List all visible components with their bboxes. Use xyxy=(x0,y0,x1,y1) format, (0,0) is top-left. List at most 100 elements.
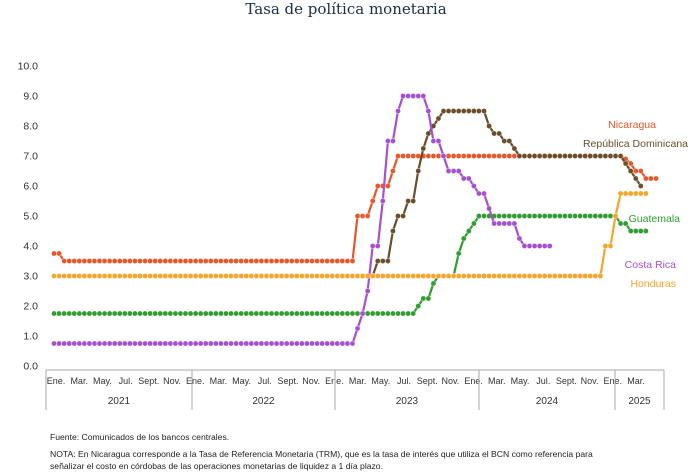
data-point xyxy=(415,93,422,99)
data-point xyxy=(304,340,310,347)
data-point xyxy=(96,273,103,279)
data-point xyxy=(81,258,88,264)
data-point xyxy=(415,273,422,279)
data-point xyxy=(541,213,548,219)
data-point xyxy=(56,340,62,347)
data-point xyxy=(471,273,477,279)
data-point xyxy=(228,340,234,347)
x-tick-label: Sept. xyxy=(556,376,577,386)
year-label: 2024 xyxy=(536,396,559,407)
x-tick-label: Ene. xyxy=(325,376,344,386)
data-point xyxy=(263,340,270,347)
data-point xyxy=(96,258,103,264)
data-point xyxy=(238,258,244,264)
data-point xyxy=(405,93,411,99)
x-tick-label: Jul. xyxy=(397,376,411,386)
data-point xyxy=(592,273,599,279)
data-point xyxy=(278,310,285,317)
data-point xyxy=(577,213,583,219)
data-point xyxy=(182,273,189,279)
data-point xyxy=(506,273,513,279)
data-point xyxy=(283,340,290,347)
data-point xyxy=(208,273,214,279)
data-point xyxy=(415,153,422,159)
data-point xyxy=(208,340,214,347)
data-point xyxy=(552,153,558,159)
data-point xyxy=(233,340,239,347)
data-point xyxy=(445,273,452,279)
data-point xyxy=(319,310,325,317)
x-tick-label: Nov. xyxy=(441,376,459,386)
series-nicaragua xyxy=(51,153,659,264)
series-line xyxy=(54,154,656,263)
data-point xyxy=(314,258,320,264)
data-point xyxy=(632,228,639,234)
data-point xyxy=(157,273,164,279)
data-point xyxy=(567,153,573,159)
data-point xyxy=(359,310,366,317)
data-point xyxy=(546,153,553,159)
data-point xyxy=(96,340,103,347)
x-tick-label: Jul. xyxy=(536,376,550,386)
data-point xyxy=(243,258,250,264)
data-point xyxy=(511,220,518,227)
data-point xyxy=(531,273,538,279)
data-point xyxy=(116,258,123,264)
data-point xyxy=(66,258,72,264)
data-point xyxy=(248,340,255,347)
data-point xyxy=(627,190,634,197)
data-point xyxy=(425,130,432,137)
data-point xyxy=(132,310,138,317)
data-point xyxy=(197,340,204,347)
data-point xyxy=(192,273,199,279)
data-point xyxy=(324,258,330,264)
data-point xyxy=(612,153,619,159)
data-point xyxy=(162,258,169,264)
data-point xyxy=(127,273,133,279)
data-point xyxy=(56,250,62,257)
data-point xyxy=(51,310,57,317)
data-point xyxy=(152,340,158,347)
data-point xyxy=(481,190,487,197)
data-point xyxy=(157,340,164,347)
data-point xyxy=(607,213,614,219)
data-point xyxy=(253,310,260,317)
data-point xyxy=(471,108,477,114)
data-point xyxy=(197,258,204,264)
data-point xyxy=(101,258,108,264)
data-point xyxy=(324,310,330,317)
data-point xyxy=(122,258,128,264)
x-tick-label: Ene. xyxy=(604,376,623,386)
data-point xyxy=(450,168,457,174)
data-point xyxy=(51,273,57,279)
data-point xyxy=(521,243,528,249)
data-point xyxy=(238,310,244,317)
data-point xyxy=(268,310,275,317)
data-point xyxy=(132,340,138,347)
data-point xyxy=(238,273,244,279)
data-point xyxy=(344,340,351,347)
data-point xyxy=(415,168,422,174)
data-point xyxy=(152,310,158,317)
data-point xyxy=(536,273,543,279)
data-point xyxy=(385,273,391,279)
data-point xyxy=(486,153,492,159)
data-point xyxy=(243,340,250,347)
data-point xyxy=(61,258,67,264)
data-point xyxy=(567,273,573,279)
series-label: Nicaragua xyxy=(608,119,656,131)
data-point xyxy=(354,325,361,332)
data-point xyxy=(466,108,472,114)
data-point xyxy=(61,310,67,317)
data-point xyxy=(66,310,72,317)
data-point xyxy=(405,198,411,204)
data-point xyxy=(557,273,563,279)
data-point xyxy=(157,258,164,264)
data-point xyxy=(385,310,391,317)
x-tick-label: Nov. xyxy=(163,376,181,386)
data-point xyxy=(632,175,639,182)
data-point xyxy=(466,175,472,182)
data-point xyxy=(486,123,492,129)
data-point xyxy=(491,130,497,137)
data-point xyxy=(385,183,391,189)
